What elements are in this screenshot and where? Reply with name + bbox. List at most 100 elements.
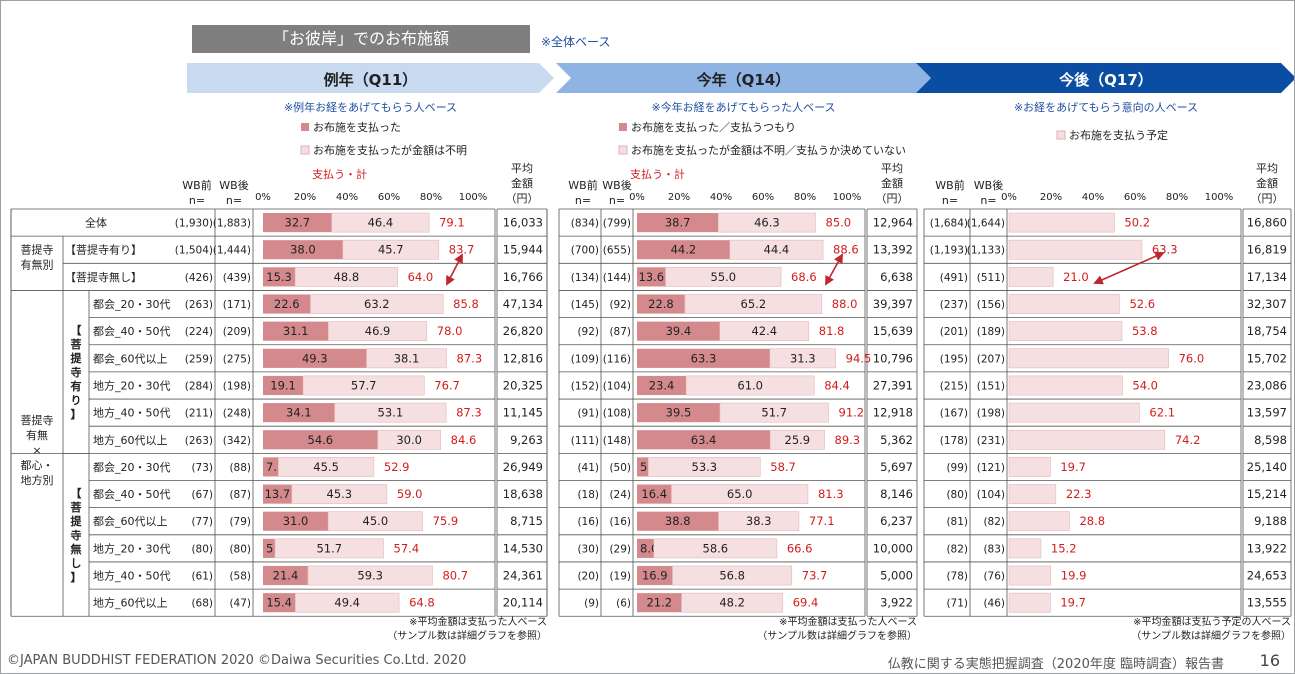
bar-segment [1008,457,1051,477]
total-label-caption: 支払う・計 [630,167,685,181]
bar-value-label: 45.7 [378,243,404,257]
x-tick-label: 100% [833,192,862,203]
group-label-vertical: り [71,394,82,407]
column-header-avg: 金額 [1256,176,1278,190]
n-after: (83) [983,543,1005,555]
n-after: (121) [977,462,1005,474]
bar-value-label: 61.0 [737,378,763,392]
group-label: 菩提寺 [21,244,54,257]
n-before: (195) [940,353,968,365]
period-base-note: ※今年お経をあげてもらった人ベース [651,100,835,114]
bar-value-label: 21.2 [646,596,672,610]
bar-segment [1008,429,1166,450]
avg-amount: 27,391 [873,378,913,392]
total-value-label: 85.8 [453,297,479,311]
total-value-label: 87.3 [456,406,482,420]
avg-amount: 14,530 [503,541,543,555]
bar-segment [1008,348,1169,369]
bar-value-label: 22.8 [648,297,674,311]
group-label-vertical: 【 [71,324,82,337]
bar-segment [291,484,388,504]
bar-segment [263,484,292,504]
n-before: (237) [940,299,968,311]
n-before: (1,930) [175,218,213,230]
column-header-wb-after: n= [609,194,625,207]
avg-amount: 15,944 [503,243,543,257]
n-after: (655) [603,245,631,257]
column-header-wb-before: n= [942,194,958,207]
n-before: (201) [940,326,968,338]
avg-amount: 8,598 [1254,433,1287,447]
column-header-avg: 平均 [881,162,903,175]
n-before: (263) [185,435,213,447]
avg-amount: 8,715 [510,514,543,528]
bar-value-label: 53.1 [378,406,404,420]
total-value-label: 59.0 [397,487,423,501]
bar-segment [1008,212,1115,233]
group-label-vertical: 菩 [71,500,82,514]
total-value-label: 63.3 [1152,243,1178,257]
total-value-label: 83.7 [449,243,475,257]
n-after: (207) [977,353,1005,365]
row-label: 都会_20・30代 [93,298,171,311]
period-base-note: ※お経をあげてもらう意向の人ベース [1014,100,1198,114]
bar-segment [637,430,771,450]
period-header-arrow [187,63,554,93]
bar-segment [729,239,824,260]
bar-segment [1008,511,1070,532]
n-before: (111) [571,435,599,447]
group-label: 有無別 [21,258,54,272]
x-tick-label: 40% [1082,192,1104,203]
total-value-label: 75.9 [433,514,459,528]
bar-value-label: 39.4 [666,324,692,338]
row-label: 地方_60代以上 [93,433,168,447]
total-value-label: 69.4 [793,596,819,610]
bar-value-label: 38.1 [394,351,420,365]
total-value-label: 87.3 [457,351,483,365]
bar-value-label: 16.9 [642,569,668,583]
group-label-vertical: 提 [71,351,83,365]
bar-segment [769,429,825,450]
n-before: (18) [577,489,599,501]
row-label: 都会_60代以上 [93,352,168,365]
avg-amount: 13,597 [1247,406,1287,420]
footer-copyright: ©JAPAN BUDDHIST FEDERATION 2020 ©Daiwa S… [7,653,467,668]
total-value-label: 21.0 [1063,270,1089,284]
group-label-vertical: 有 [71,379,82,393]
column-header-wb-after: WB後 [219,178,248,192]
avg-amount: 5,697 [880,460,913,474]
bar-value-label: 51.7 [761,406,787,420]
n-after: (248) [223,408,251,420]
period-header-arrow [556,63,931,93]
avg-amount: 15,214 [1247,487,1287,501]
footnote: ※平均金額は支払う予定の人ベース [1133,615,1291,628]
footnote: ※平均金額は支払った人ベース [779,615,917,628]
group-label-vertical: 寺 [71,365,82,379]
total-value-label: 50.2 [1124,216,1150,230]
total-value-label: 94.5 [846,351,872,365]
footnote: （サンプル数は詳細グラフを参照） [757,629,917,642]
bar-segment [366,348,447,369]
row-label: 地方_40・50代 [93,406,171,420]
bar-segment [637,538,654,558]
column-header-avg: （円） [876,192,909,205]
bar-value-label: 15.4 [266,596,292,610]
n-after: (231) [977,435,1005,447]
n-after: (50) [609,462,631,474]
avg-amount: 24,361 [503,569,543,583]
total-value-label: 54.0 [1132,378,1158,392]
avg-amount: 16,033 [503,216,543,230]
avg-amount: 5,362 [880,433,913,447]
avg-amount: 39,397 [873,297,913,311]
bar-segment [263,240,343,260]
bar-segment [637,375,687,396]
n-after: (799) [603,218,631,230]
bar-value-label: 63.3 [691,351,717,365]
x-tick-label: 80% [794,192,816,203]
total-value-label: 19.7 [1060,460,1086,474]
bar-segment [1008,294,1120,314]
bar-segment [263,375,304,396]
bar-segment [637,457,649,477]
bar-segment [1008,538,1042,559]
